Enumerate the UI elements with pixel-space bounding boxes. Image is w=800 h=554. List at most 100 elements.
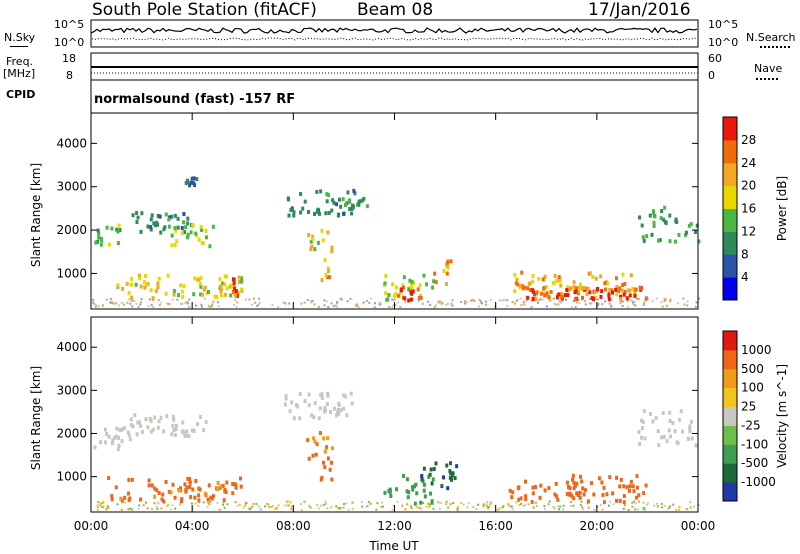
echo-cell xyxy=(221,281,225,286)
echo-cell xyxy=(172,292,176,297)
echo-cell xyxy=(663,205,667,210)
clutter-echo xyxy=(572,504,575,507)
echo-cell xyxy=(618,484,622,489)
clutter-echo xyxy=(522,504,525,507)
echo-cell xyxy=(310,244,314,249)
clutter-echo xyxy=(593,508,596,511)
echo-cell xyxy=(155,488,159,493)
echo-cell xyxy=(547,295,551,300)
sky-tick-bottom-right: 10^0 xyxy=(708,36,739,49)
echo-cell xyxy=(531,279,535,284)
clutter-echo xyxy=(323,299,326,302)
clutter-echo xyxy=(96,504,99,507)
echo-cell xyxy=(538,495,542,500)
echo-cell xyxy=(129,417,133,422)
colorbar-tick-label: 12 xyxy=(741,224,756,238)
echo-cell xyxy=(633,289,637,294)
clutter-echo xyxy=(432,507,435,510)
echo-cell xyxy=(667,428,671,433)
colorbar-swatch xyxy=(723,387,737,408)
echo-cell xyxy=(608,475,612,480)
cpid-label: CPID xyxy=(6,88,36,101)
echo-cell xyxy=(531,274,535,279)
echo-cell xyxy=(224,489,228,494)
echo-cell xyxy=(622,494,626,499)
clutter-echo xyxy=(534,501,537,504)
echo-cell xyxy=(315,209,319,214)
clutter-echo xyxy=(646,502,649,505)
echo-cell xyxy=(554,481,558,486)
clutter-echo xyxy=(378,303,381,306)
echo-cell xyxy=(542,286,546,291)
echo-cell xyxy=(233,286,237,291)
clutter-echo xyxy=(437,501,440,504)
echo-cell xyxy=(301,206,305,211)
power-panel: 1000 2000 3000 4000 xyxy=(56,112,701,310)
clutter-echo xyxy=(271,303,274,306)
echo-cell xyxy=(187,433,191,438)
echo-cell xyxy=(182,220,186,225)
clutter-echo xyxy=(543,507,546,510)
echo-cell xyxy=(551,281,555,286)
echo-cell xyxy=(637,429,641,434)
clutter-echo xyxy=(216,501,219,504)
echo-cell xyxy=(194,478,198,483)
echo-cell xyxy=(327,269,331,274)
clutter-echo xyxy=(106,505,109,508)
echo-cell xyxy=(628,293,632,298)
colorbar-tick-label: 4 xyxy=(741,270,749,284)
echo-cell xyxy=(413,501,417,506)
echo-cell xyxy=(623,281,627,286)
echo-cell xyxy=(633,293,637,298)
clutter-echo xyxy=(127,298,130,301)
echo-cell xyxy=(312,415,316,420)
clutter-echo xyxy=(558,508,561,511)
echo-cell xyxy=(342,406,346,411)
echo-cell xyxy=(172,417,176,422)
clutter-echo xyxy=(355,305,358,308)
echo-cell xyxy=(190,428,194,433)
sky-tick-top-right: 10^5 xyxy=(708,18,739,31)
xtick-label: 08:00 xyxy=(276,519,311,533)
echo-cell xyxy=(558,278,562,283)
clutter-echo xyxy=(378,301,381,304)
clutter-echo xyxy=(257,297,260,300)
echo-cell xyxy=(197,237,201,242)
echo-cell xyxy=(660,435,664,440)
colorbar-swatch xyxy=(723,349,737,370)
colorbar-tick-label: 1000 xyxy=(741,343,772,357)
echo-cell xyxy=(422,273,426,278)
clutter-echo xyxy=(697,503,700,506)
echo-cell xyxy=(410,291,414,296)
echo-cell xyxy=(327,193,331,198)
echo-cell xyxy=(429,491,433,496)
echo-cell xyxy=(336,407,340,412)
echo-cell xyxy=(307,392,311,397)
echo-cell xyxy=(573,297,577,302)
clutter-echo xyxy=(355,303,358,306)
echo-cell xyxy=(523,285,527,290)
echo-cell xyxy=(639,286,643,291)
clutter-echo xyxy=(236,504,239,507)
clutter-echo xyxy=(633,300,636,303)
echo-cell xyxy=(658,238,662,243)
echo-cell xyxy=(362,196,366,201)
clutter-echo xyxy=(660,301,663,304)
echo-cell xyxy=(543,293,547,298)
echo-cell xyxy=(528,288,532,293)
echo-cell xyxy=(184,225,188,230)
clutter-echo xyxy=(467,502,470,505)
clutter-echo xyxy=(139,301,142,304)
echo-cell xyxy=(524,497,528,502)
echo-cell xyxy=(531,288,535,293)
clutter-echo xyxy=(451,304,454,307)
echo-cell xyxy=(332,406,336,411)
clutter-echo xyxy=(463,300,466,303)
echo-cell xyxy=(170,233,174,238)
clutter-echo xyxy=(498,507,501,510)
sky-tick-bottom-left: 10^0 xyxy=(54,36,85,49)
echo-cell xyxy=(216,480,220,485)
clutter-echo xyxy=(677,508,680,511)
clutter-echo xyxy=(324,500,327,503)
echo-cell xyxy=(116,447,120,452)
